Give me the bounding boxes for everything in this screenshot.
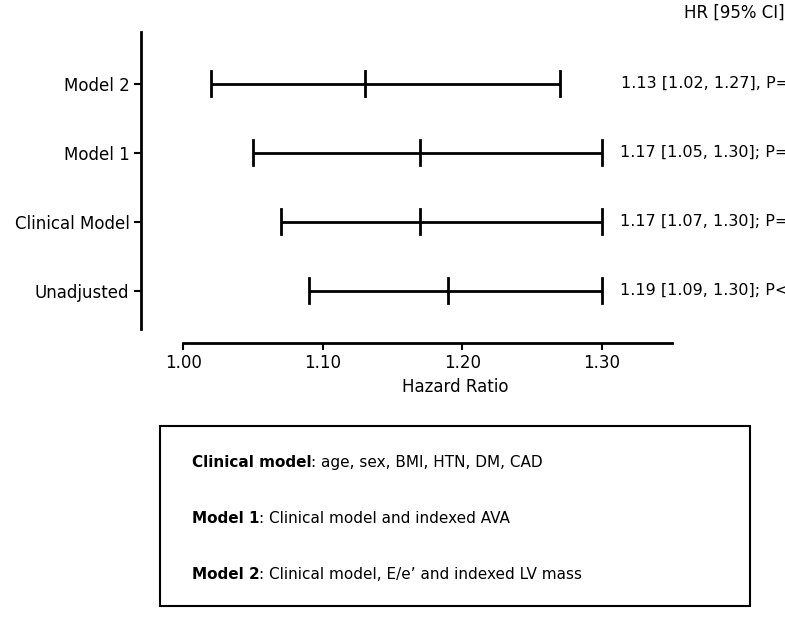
Text: 1.19 [1.09, 1.30]; P<0.001: 1.19 [1.09, 1.30]; P<0.001 — [620, 284, 785, 298]
Text: Model 2: Model 2 — [192, 567, 259, 582]
Text: HR [95% CI]: HR [95% CI] — [684, 4, 785, 22]
Text: Model 1: Model 1 — [192, 511, 259, 525]
X-axis label: Hazard Ratio: Hazard Ratio — [402, 378, 509, 396]
Text: : Clinical model and indexed AVA: : Clinical model and indexed AVA — [259, 511, 510, 525]
Text: : age, sex, BMI, HTN, DM, CAD: : age, sex, BMI, HTN, DM, CAD — [311, 454, 542, 470]
Text: 1.17 [1.07, 1.30]; P=0.001: 1.17 [1.07, 1.30]; P=0.001 — [620, 214, 785, 229]
Text: 1.13 [1.02, 1.27], P=0.026: 1.13 [1.02, 1.27], P=0.026 — [621, 76, 785, 92]
FancyBboxPatch shape — [160, 426, 750, 606]
Text: 1.17 [1.05, 1.30]; P=0.003: 1.17 [1.05, 1.30]; P=0.003 — [620, 145, 785, 160]
Text: : Clinical model, E/e’ and indexed LV mass: : Clinical model, E/e’ and indexed LV ma… — [259, 567, 582, 582]
Text: Clinical model: Clinical model — [192, 454, 311, 470]
